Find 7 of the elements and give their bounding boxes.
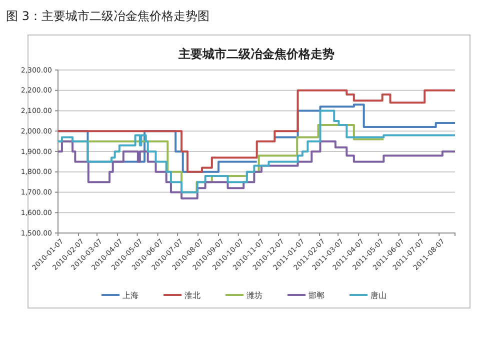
legend-label: 唐山: [370, 291, 386, 300]
legend-label: 淮北: [184, 291, 200, 300]
legend-label: 上海: [122, 291, 138, 300]
caption: 图 3：主要城市二级冶金焦价格走势图: [6, 9, 210, 23]
legend-label: 邯郸: [308, 291, 324, 300]
chart-title: 主要城市二级冶金焦价格走势: [178, 47, 334, 61]
legend-label: 潍坊: [246, 291, 262, 300]
